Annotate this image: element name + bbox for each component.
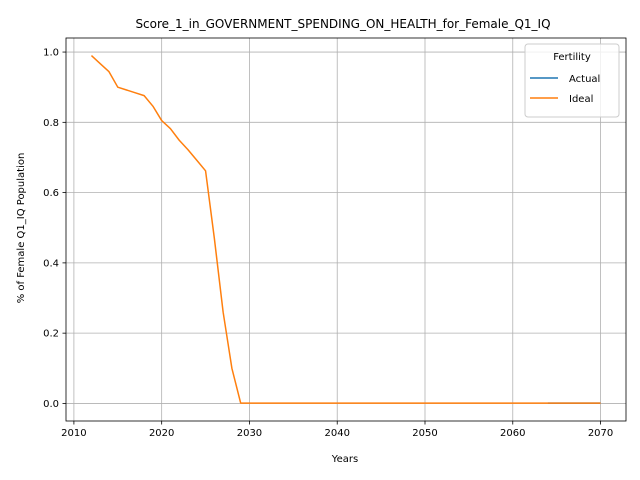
- x-tick-label: 2020: [149, 428, 174, 439]
- y-tick-label: 0.2: [43, 329, 59, 340]
- x-axis-ticks: 2010 2020 2030 2040 2050 2060 2070: [61, 421, 613, 439]
- legend-title: Fertility: [553, 52, 591, 63]
- legend-label-actual: Actual: [569, 74, 600, 85]
- grid: [66, 38, 626, 421]
- y-tick-label: 0.6: [43, 188, 59, 199]
- legend-label-ideal: Ideal: [569, 94, 593, 105]
- x-axis-label: Years: [331, 454, 358, 465]
- x-tick-label: 2070: [588, 428, 613, 439]
- x-tick-label: 2040: [324, 428, 349, 439]
- y-tick-label: 0.4: [43, 258, 59, 269]
- plot-frame: [65, 37, 627, 422]
- y-axis-label: % of Female Q1_IQ Population: [16, 153, 27, 304]
- chart-title: Score_1_in_GOVERNMENT_SPENDING_ON_HEALTH…: [135, 17, 550, 31]
- y-tick-label: 0.8: [43, 118, 59, 129]
- x-tick-label: 2060: [500, 428, 525, 439]
- y-tick-label: 0.0: [43, 399, 59, 410]
- x-tick-label: 2050: [412, 428, 437, 439]
- x-tick-label: 2030: [237, 428, 262, 439]
- y-tick-label: 1.0: [43, 48, 59, 59]
- x-tick-label: 2010: [61, 428, 86, 439]
- legend: Fertility Actual Ideal: [524, 43, 620, 118]
- y-axis-ticks: 0.0 0.2 0.4 0.6 0.8 1.0: [43, 48, 66, 410]
- series-lines: [90, 55, 601, 404]
- series-line-ideal: [90, 55, 601, 404]
